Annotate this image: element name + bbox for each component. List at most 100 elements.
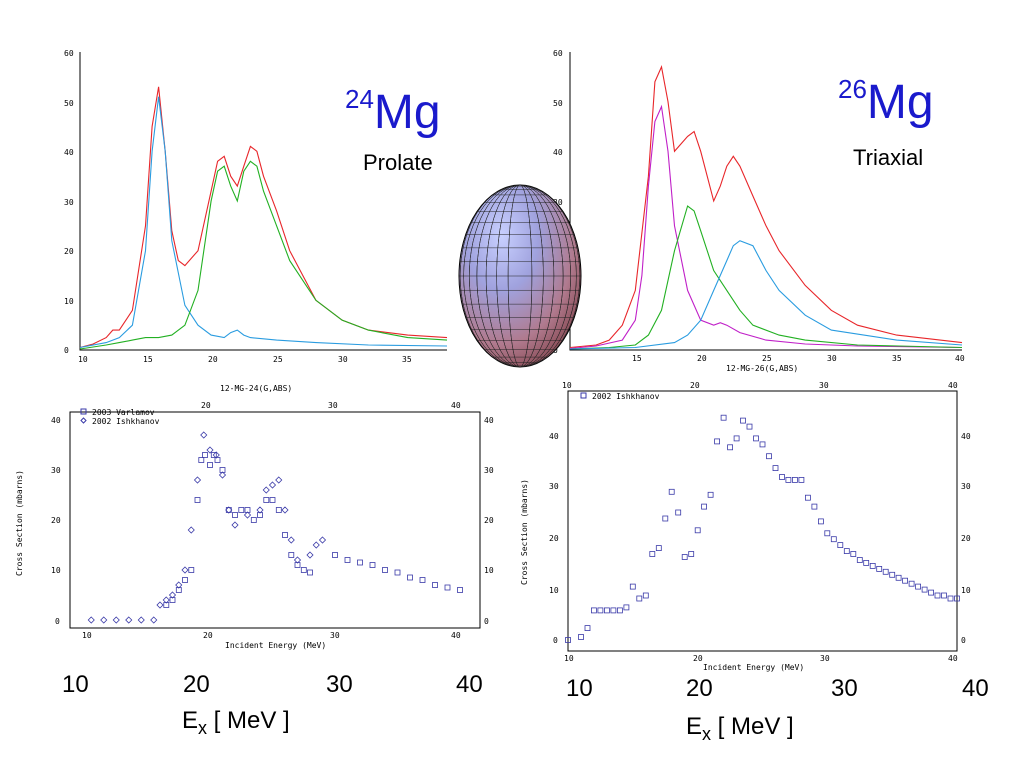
data-point-square — [194, 497, 201, 503]
data-point-diamond — [150, 616, 158, 624]
legend-bl: 2003 Varlamov 2002 Ishkhanov — [80, 408, 160, 426]
ytick: 50 — [64, 99, 74, 108]
data-point-square — [207, 462, 213, 468]
x-ticks-top-bl: 20 30 40 — [201, 401, 461, 410]
data-point-square — [214, 457, 221, 463]
data-point-square — [733, 435, 740, 442]
data-point-square — [288, 552, 295, 558]
ex-tick: 20 — [686, 675, 713, 702]
data-point-square — [591, 607, 597, 614]
data-point-square — [617, 607, 623, 614]
data-point-square — [701, 503, 707, 510]
data-point-square — [457, 587, 463, 593]
xtick: 20 — [690, 381, 700, 390]
xtick: 10 — [78, 355, 88, 364]
ex-tick: 40 — [456, 671, 483, 698]
data-point-square — [655, 545, 662, 551]
data-point-square — [675, 509, 682, 516]
x-ticks-24mg: 10 15 20 25 30 35 — [78, 355, 412, 364]
legend-label: 2002 Ishkhanov — [592, 392, 660, 401]
ex-tick: 30 — [831, 675, 858, 702]
ytick: 50 — [553, 99, 563, 108]
ytick-right: 20 — [484, 516, 494, 525]
y-ticks-bl: 0 10 20 30 40 0 10 20 30 40 — [51, 416, 494, 626]
xtick: 15 — [632, 354, 642, 363]
data-point-square — [382, 567, 388, 573]
ytick: 20 — [64, 247, 74, 256]
isotope-symbol: Mg — [374, 86, 441, 139]
isotope-mass: 24 — [345, 84, 374, 114]
data-point-diamond — [187, 526, 195, 534]
ytick: 40 — [64, 148, 74, 157]
ytick: 10 — [64, 297, 74, 306]
xtick: 10 — [562, 381, 572, 390]
data-point-square — [444, 584, 451, 591]
series-line-blue — [569, 240, 963, 350]
data-point-square — [269, 497, 276, 503]
series-26mg — [569, 65, 963, 350]
data-point-square — [636, 595, 643, 602]
data-point-square — [856, 557, 863, 563]
ex-rest: [ MeV ] — [711, 713, 794, 740]
data-point-square — [188, 567, 195, 573]
data-point-square — [863, 560, 870, 566]
series-24mg — [79, 86, 448, 350]
data-point-square — [202, 452, 208, 458]
data-point-diamond — [212, 451, 220, 459]
data-point-diamond — [256, 506, 264, 514]
data-point-square — [578, 634, 584, 640]
xtick: 20 — [208, 355, 218, 364]
data-point-square — [720, 414, 727, 421]
data-point-square — [432, 582, 438, 588]
data-point-square — [198, 457, 205, 463]
legend-label: 2003 Varlamov — [92, 408, 155, 417]
data-point-square — [394, 569, 401, 576]
data-point-square — [753, 435, 759, 442]
data-point-diamond — [168, 591, 177, 599]
xlabel-br: Incident Energy (MeV) — [703, 663, 804, 672]
ytick-right: 0 — [484, 617, 489, 626]
data-point-square — [604, 607, 610, 614]
ytick-right: 30 — [484, 466, 494, 475]
xtick: 40 — [948, 654, 958, 663]
ytick-right: 10 — [961, 586, 971, 595]
ytick-right: 40 — [961, 432, 971, 441]
data-point-square — [263, 497, 270, 503]
xtick: 20 — [201, 401, 211, 410]
xtick: 30 — [820, 654, 830, 663]
caption-24mg: 12-MG-24(G,ABS) — [220, 384, 292, 393]
data-point-diamond — [218, 471, 227, 479]
ex-tick: 30 — [326, 671, 353, 698]
panel-bottom-left: 20 30 40 10 20 30 40 0 10 20 30 40 0 10 … — [15, 401, 494, 650]
xtick: 40 — [948, 381, 958, 390]
panel-26mg: 0 10 20 30 40 50 60 15 20 25 30 35 40 12… — [553, 49, 965, 373]
ytick: 20 — [549, 534, 559, 543]
data-point-square — [792, 476, 798, 483]
mesh-longitude — [459, 185, 581, 367]
data-point-diamond — [162, 596, 170, 604]
data-point-square — [282, 532, 288, 538]
data-point-diamond — [200, 431, 208, 439]
axes-26mg — [569, 52, 962, 351]
xtick: 30 — [338, 355, 348, 364]
data-point-diamond — [156, 601, 164, 609]
ex-main: E — [182, 707, 198, 734]
data-point-square — [232, 512, 238, 518]
data-point-square — [419, 577, 426, 583]
xtick: 20 — [693, 654, 703, 663]
xtick: 30 — [827, 354, 837, 363]
data-point-square — [928, 589, 934, 596]
x-ticks-top-br: 10 20 30 40 — [562, 381, 958, 390]
ytick: 0 — [64, 346, 69, 355]
ytick: 0 — [55, 617, 60, 626]
frame-br — [567, 390, 958, 652]
data-point-square — [772, 465, 779, 472]
data-point-diamond — [225, 506, 233, 514]
data-point-square — [766, 453, 772, 460]
data-point-square — [565, 637, 571, 643]
xtick: 40 — [451, 401, 461, 410]
data-point-diamond — [231, 521, 239, 529]
data-point-square — [889, 571, 896, 578]
data-point-square — [947, 595, 954, 602]
